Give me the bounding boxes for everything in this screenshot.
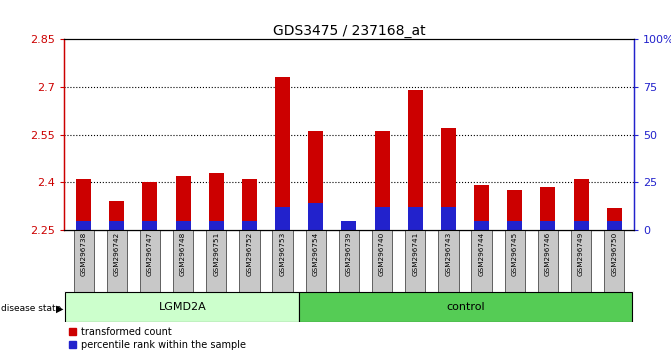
Bar bbox=[176, 176, 191, 230]
Bar bbox=[507, 190, 522, 230]
Text: GSM296743: GSM296743 bbox=[446, 232, 452, 276]
Bar bbox=[408, 90, 423, 230]
Bar bbox=[474, 185, 489, 230]
Bar bbox=[275, 207, 290, 230]
Bar bbox=[272, 230, 293, 292]
Bar bbox=[374, 131, 390, 230]
Bar bbox=[109, 201, 124, 230]
Bar bbox=[540, 187, 556, 230]
Bar bbox=[176, 221, 191, 230]
Text: GSM296744: GSM296744 bbox=[478, 232, 484, 276]
Text: ▶: ▶ bbox=[56, 304, 63, 314]
Text: GSM296740: GSM296740 bbox=[379, 232, 385, 276]
Bar bbox=[438, 230, 458, 292]
Bar bbox=[472, 230, 492, 292]
Bar bbox=[109, 221, 124, 230]
Bar bbox=[537, 230, 558, 292]
Text: GSM296741: GSM296741 bbox=[412, 232, 418, 276]
Text: GSM296751: GSM296751 bbox=[213, 232, 219, 276]
Bar bbox=[441, 207, 456, 230]
Bar bbox=[474, 221, 489, 230]
Text: GSM296746: GSM296746 bbox=[545, 232, 551, 276]
Text: GSM296754: GSM296754 bbox=[313, 232, 319, 276]
Bar bbox=[571, 230, 591, 292]
Bar bbox=[607, 208, 621, 230]
Text: GSM296750: GSM296750 bbox=[611, 232, 617, 276]
Bar bbox=[306, 230, 326, 292]
Bar bbox=[405, 230, 425, 292]
Bar bbox=[540, 221, 556, 230]
Bar bbox=[65, 292, 299, 322]
Bar bbox=[206, 230, 226, 292]
Title: GDS3475 / 237168_at: GDS3475 / 237168_at bbox=[272, 24, 425, 38]
Bar bbox=[339, 230, 359, 292]
Bar bbox=[308, 131, 323, 230]
Text: control: control bbox=[446, 302, 485, 312]
Text: GSM296739: GSM296739 bbox=[346, 232, 352, 276]
Bar bbox=[240, 230, 260, 292]
Bar bbox=[107, 230, 127, 292]
Bar bbox=[242, 221, 257, 230]
Text: GSM296748: GSM296748 bbox=[180, 232, 186, 276]
Bar bbox=[142, 182, 158, 230]
Text: LGMD2A: LGMD2A bbox=[158, 302, 206, 312]
Text: GSM296742: GSM296742 bbox=[114, 232, 120, 276]
Bar bbox=[372, 230, 392, 292]
Text: GSM296745: GSM296745 bbox=[512, 232, 518, 276]
Bar bbox=[74, 230, 94, 292]
Text: GSM296752: GSM296752 bbox=[246, 232, 252, 276]
Bar bbox=[140, 230, 160, 292]
Text: disease state: disease state bbox=[1, 304, 61, 313]
Bar bbox=[574, 221, 588, 230]
Bar bbox=[76, 179, 91, 230]
Bar bbox=[374, 207, 390, 230]
Bar bbox=[242, 179, 257, 230]
Bar bbox=[607, 221, 621, 230]
Text: GSM296753: GSM296753 bbox=[280, 232, 286, 276]
Bar bbox=[408, 207, 423, 230]
Bar bbox=[209, 221, 223, 230]
Legend: transformed count, percentile rank within the sample: transformed count, percentile rank withi… bbox=[68, 327, 246, 350]
Bar bbox=[342, 224, 356, 230]
Bar bbox=[275, 77, 290, 230]
Bar bbox=[173, 230, 193, 292]
Text: GSM296738: GSM296738 bbox=[81, 232, 87, 276]
Bar bbox=[441, 128, 456, 230]
Bar bbox=[505, 230, 525, 292]
Text: GSM296749: GSM296749 bbox=[578, 232, 584, 276]
Bar bbox=[209, 173, 223, 230]
Bar bbox=[308, 203, 323, 230]
Bar bbox=[342, 221, 356, 230]
Bar bbox=[507, 221, 522, 230]
Bar bbox=[574, 179, 588, 230]
Bar bbox=[604, 230, 624, 292]
Bar bbox=[76, 221, 91, 230]
Text: GSM296747: GSM296747 bbox=[147, 232, 153, 276]
Bar bbox=[142, 221, 158, 230]
Bar bbox=[299, 292, 633, 322]
